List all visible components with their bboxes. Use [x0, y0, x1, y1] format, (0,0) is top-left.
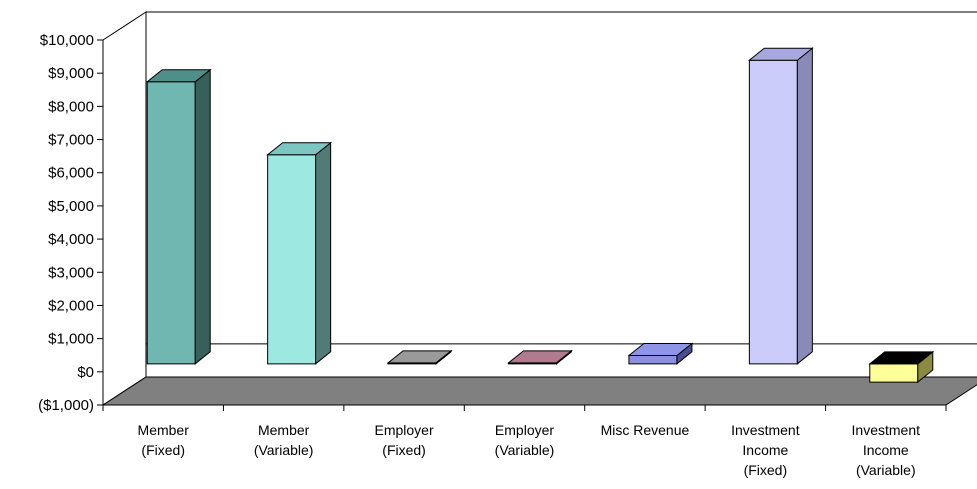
y-tick-label: $0: [77, 364, 94, 381]
bar-front: [748, 59, 798, 365]
floor: [101, 376, 977, 406]
bar-front: [146, 81, 196, 365]
y-tick-label: $9,000: [48, 65, 94, 82]
x-tick-label: Investment Income (Variable): [852, 422, 921, 478]
bar-top: [868, 351, 935, 365]
bar: [266, 141, 333, 365]
bar: [868, 350, 935, 384]
x-tick-label: Investment Income (Fixed): [731, 422, 800, 478]
y-tick-label: $6,000: [48, 165, 94, 182]
x-tick-label: Employer (Variable): [495, 422, 555, 458]
bar-top: [266, 142, 333, 156]
bar-side: [315, 141, 332, 365]
y-tick-label: $3,000: [48, 264, 94, 281]
y-tick-label: ($1,000): [38, 397, 94, 414]
bar-side: [796, 47, 813, 365]
x-tick-label: Misc Revenue: [601, 422, 690, 438]
bar-top: [747, 47, 814, 61]
y-tick-label: $5,000: [48, 198, 94, 215]
bar: [627, 342, 694, 365]
bar-top: [386, 350, 453, 364]
bar-front: [267, 154, 317, 365]
bar-front: [869, 363, 919, 383]
y-tick-label: $8,000: [48, 98, 94, 115]
x-tick-label: Employer (Fixed): [375, 422, 434, 458]
bar: [145, 68, 212, 365]
bar-front: [628, 355, 678, 365]
chart-walls: [101, 11, 977, 406]
chart-labels: ($1,000) $0 $1,000 $2,000 $3,000 $4,000 $5,000…: [38, 32, 920, 478]
bar-top: [145, 69, 212, 83]
chart-axes: [97, 39, 947, 411]
bar-top: [507, 350, 573, 364]
bar: [386, 349, 453, 365]
y-tick-label: $7,000: [48, 132, 94, 149]
bar: [507, 349, 573, 365]
side-wall: [102, 11, 147, 406]
y-tick-label: $4,000: [48, 231, 94, 248]
x-tick-label: Member (Fixed): [138, 422, 190, 458]
y-tick-label: $10,000: [40, 32, 94, 49]
y-tick-label: $1,000: [48, 331, 94, 348]
bar: [747, 47, 814, 365]
bar-side: [194, 68, 211, 365]
bar-top: [627, 343, 694, 357]
y-tick-label: $2,000: [48, 297, 94, 314]
chart-bars: [145, 47, 935, 384]
x-tick-label: Member (Variable): [254, 422, 314, 458]
